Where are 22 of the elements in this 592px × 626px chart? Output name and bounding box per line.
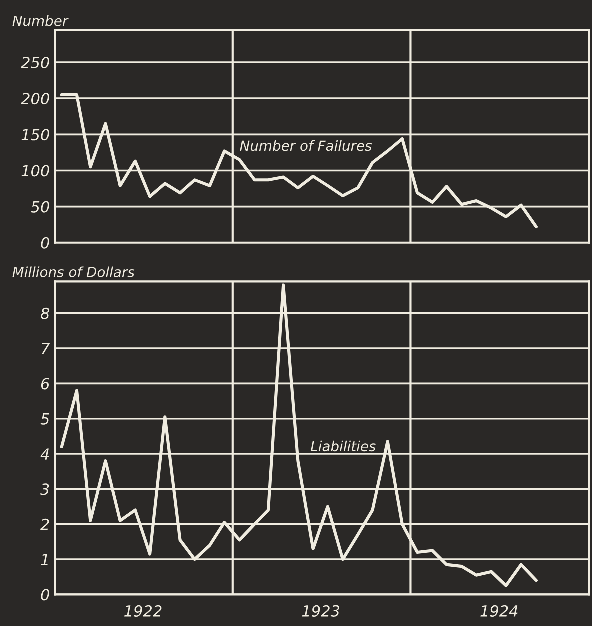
y-tick-label: 7 — [42, 343, 50, 354]
x-tick-label: 1924 — [480, 605, 518, 617]
y-tick-label: 50 — [31, 201, 50, 213]
annotation: Liabilities — [310, 440, 376, 452]
y-tick-label: 2 — [40, 518, 50, 530]
y-tick-label: 200 — [21, 93, 50, 105]
y-tick-label: 5 — [40, 414, 50, 425]
annotation: Number of Failures — [240, 140, 372, 152]
y-tick-label: 100 — [22, 165, 50, 177]
y-tick-label: 1 — [41, 554, 48, 566]
y-tick-label: 8 — [40, 308, 50, 320]
y-tick-label: 0 — [41, 589, 50, 601]
x-tick-label: 1922 — [124, 605, 162, 617]
y-tick-label: 4 — [40, 448, 50, 460]
y-tick-label: 0 — [41, 237, 50, 249]
y-tick-label: 250 — [21, 56, 50, 69]
y-tick-label: 6 — [41, 378, 50, 390]
y-tick-label: 150 — [22, 129, 50, 141]
y-axis-title: Millions of Dollars — [12, 266, 135, 278]
x-tick-label: 1923 — [302, 605, 340, 617]
y-axis-title: Number — [12, 16, 69, 26]
y-tick-label: 3 — [40, 484, 50, 496]
